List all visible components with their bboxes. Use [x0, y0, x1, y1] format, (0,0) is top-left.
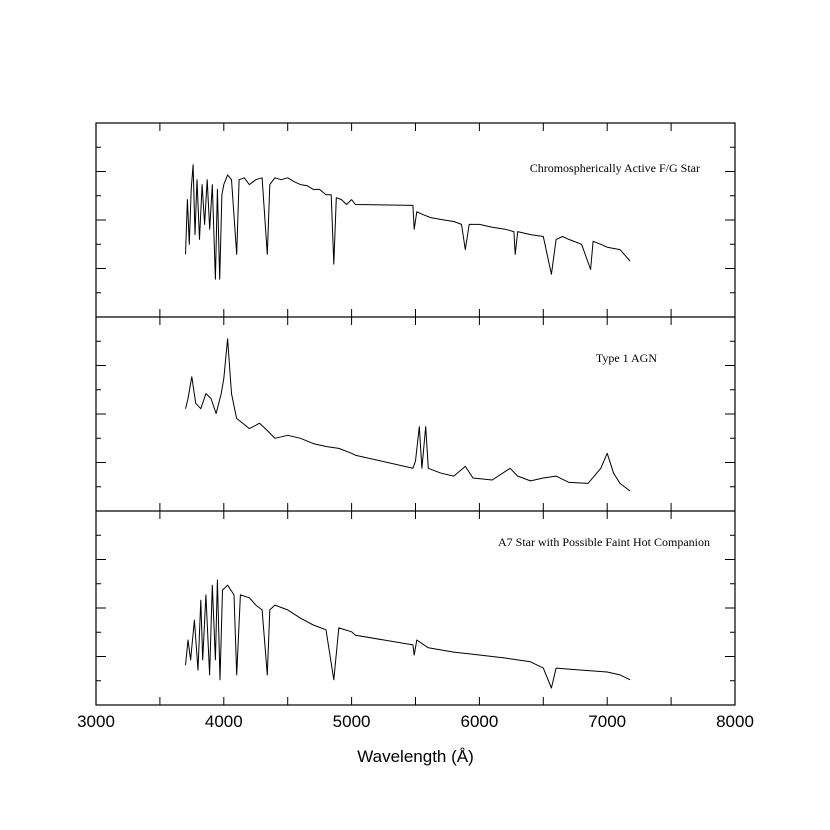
x-tick-label: 8000	[716, 712, 754, 731]
x-tick-label: 5000	[333, 712, 371, 731]
panel-annotation: Type 1 AGN	[596, 351, 657, 365]
panel-annotation: A7 Star with Possible Faint Hot Companio…	[498, 535, 710, 549]
x-axis-label: Wavelength (Å)	[357, 747, 474, 766]
spectrum-line	[185, 579, 631, 689]
x-tick-label: 6000	[460, 712, 498, 731]
plot-frame	[95, 122, 736, 706]
panel-annotation: Chromospherically Active F/G Star	[530, 161, 700, 175]
spectrum-line	[185, 338, 631, 492]
x-tick-label: 7000	[588, 712, 626, 731]
spectrum-line	[185, 164, 631, 280]
x-tick-label: 4000	[205, 712, 243, 731]
x-tick-label: 3000	[77, 712, 115, 731]
